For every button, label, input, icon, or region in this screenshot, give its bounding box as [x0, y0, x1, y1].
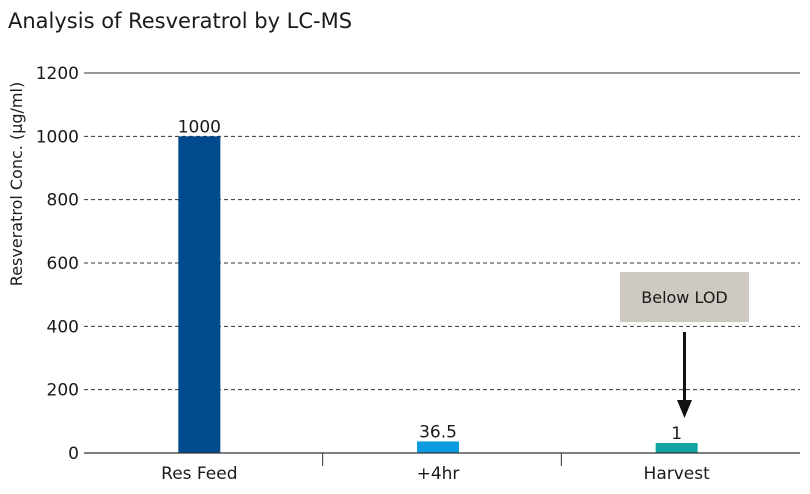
annotation-text: Below LOD [641, 288, 727, 307]
x-axis: Res Feed +4hr Harvest [84, 452, 800, 484]
bars [178, 136, 698, 454]
y-tick-label: 1000 [36, 127, 79, 147]
data-label: 1 [671, 424, 682, 444]
x-tick-label: +4hr [417, 464, 460, 484]
y-tick-labels: 0 200 400 600 800 1000 1200 [36, 64, 79, 464]
y-tick-label: 800 [47, 191, 79, 211]
y-tick-label: 200 [47, 381, 79, 401]
y-tick-label: 400 [47, 317, 79, 337]
annotation-box [620, 272, 749, 322]
x-tick-label: Harvest [644, 464, 711, 484]
y-tick-label: 0 [68, 444, 79, 464]
data-label: 36.5 [419, 422, 457, 442]
y-tick-label: 1200 [36, 64, 79, 84]
bar-harvest [655, 443, 698, 453]
bar-4hr [417, 441, 459, 453]
data-labels: 1000 36.5 1 [178, 117, 682, 444]
data-label: 1000 [178, 117, 221, 137]
x-tick-label: Res Feed [161, 464, 237, 484]
bar-res-feed [178, 136, 221, 454]
annotation: Below LOD [620, 272, 749, 418]
annotation-arrowhead [677, 400, 692, 418]
y-tick-label: 600 [47, 254, 79, 274]
y-axis-label: Resveratrol Conc. (µg/ml) [7, 82, 26, 286]
chart-title: Analysis of Resveratrol by LC-MS [8, 9, 352, 33]
